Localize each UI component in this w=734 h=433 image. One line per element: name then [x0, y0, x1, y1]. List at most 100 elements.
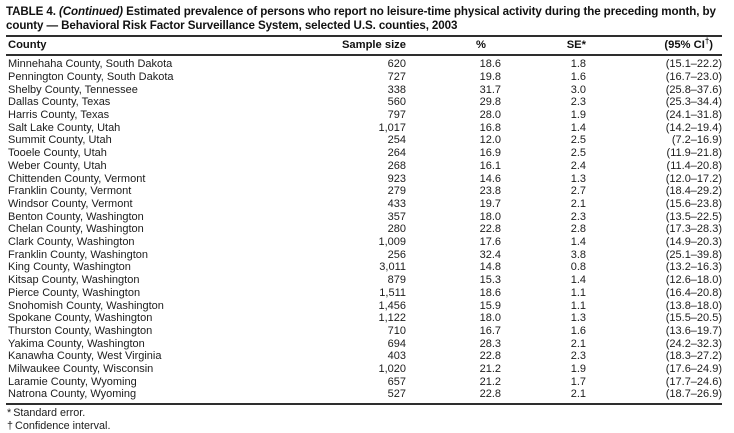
cell-ci: (12.0–17.2): [665, 172, 722, 185]
cell-se: 2.1: [570, 388, 586, 401]
cell-ci: (18.7–26.9): [665, 388, 722, 401]
cell-county: Laramie County, Wyoming: [8, 375, 137, 388]
cell-pct: 16.7: [479, 324, 501, 337]
cell-ci: (16.4–20.8): [665, 286, 722, 299]
cell-pct: 14.6: [479, 172, 501, 185]
cell-sample: 1,122: [378, 312, 406, 325]
table-row: Laramie County, Wyoming 657 21.2 1.7 (17.7–2…: [6, 376, 722, 389]
cell-sample: 254: [387, 134, 406, 147]
cell-ci: (25.3–34.4): [665, 96, 722, 109]
cell-sample: 923: [387, 172, 406, 185]
cell-se: 1.8: [570, 58, 586, 71]
cell-ci: (11.9–21.8): [666, 147, 722, 160]
cell-se: 2.1: [570, 337, 586, 350]
cell-pct: 23.8: [479, 185, 501, 198]
cell-se: 1.4: [570, 274, 586, 287]
prevalence-table: County Sample size% SE* (95% CI†) Minnehaha…: [6, 35, 722, 406]
cell-se: 1.7: [570, 375, 586, 388]
table-title: TABLE 4. (Continued) Estimated prevalenc…: [6, 5, 728, 32]
cell-sample: 268: [387, 159, 406, 172]
cell-sample: 560: [387, 96, 406, 109]
table-row: Milwaukee County, Wisconsin 1,020 21.2 1.9 (…: [6, 363, 722, 376]
cell-county: Minnehaha County, South Dakota: [8, 58, 173, 71]
cell-sample: 279: [387, 185, 406, 198]
cell-ci: (14.2–19.4): [665, 121, 722, 134]
cell-se: 1.4: [570, 236, 586, 249]
cell-sample: 3,011: [379, 261, 406, 274]
cell-sample: 710: [387, 324, 406, 337]
cell-sample: 657: [387, 375, 406, 388]
cell-se: 1.9: [570, 109, 586, 121]
cell-county: Pierce County, Washington: [8, 286, 141, 299]
table-row: Salt Lake County, Utah 1,017 16.8 1.4 (14.2–…: [6, 122, 722, 135]
cell-se: 3.8: [570, 248, 586, 261]
cell-ci: (25.8–37.6): [665, 83, 722, 96]
cell-sample: 879: [387, 274, 406, 287]
table-row: Franklin County, Washington 256 32.4 3.8 (25…: [6, 249, 722, 262]
column-header-county: County: [6, 36, 332, 57]
cell-county: Pennington County, South Dakota: [8, 70, 174, 83]
cell-se: 1.3: [570, 312, 586, 325]
cell-se: 1.3: [570, 172, 586, 185]
footnote-marker: *: [7, 407, 12, 420]
column-header-se: SE*: [501, 36, 586, 57]
table-row: Franklin County, Vermont 279 23.8 2.7 (18.4–…: [6, 185, 722, 198]
cell-pct: 18.0: [479, 210, 501, 223]
table-row: Kitsap County, Washington 879 15.3 1.4 (12.6…: [6, 274, 722, 287]
cell-se: 2.3: [570, 96, 586, 109]
cell-county: Clark County, Washington: [8, 236, 135, 249]
cell-se: 1.6: [570, 324, 586, 337]
cell-county: Benton County, Washington: [8, 210, 144, 223]
cell-county: Tooele County, Utah: [8, 147, 107, 160]
cell-pct: 15.3: [479, 274, 501, 287]
cell-pct: 21.2: [479, 363, 501, 376]
cell-se: 1.1: [570, 286, 586, 299]
table-row: Kanawha County, West Virginia 403 22.8 2.3 (…: [6, 350, 722, 363]
cell-se: 0.8: [570, 261, 586, 274]
cell-sample: 727: [387, 70, 406, 83]
cell-county: Kitsap County, Washington: [8, 274, 140, 287]
cell-pct: 16.1: [479, 159, 501, 172]
cell-pct: 18.0: [479, 312, 501, 325]
cell-ci: (7.2–16.9): [671, 134, 722, 147]
cell-county: Shelby County, Tennessee: [8, 83, 138, 96]
table-row: Clark County, Washington 1,009 17.6 1.4 (14.…: [6, 236, 722, 249]
footnote-marker: †: [7, 420, 14, 433]
table-row: Dallas County, Texas 560 29.8 2.3 (25.3–34.4…: [6, 96, 722, 109]
cell-pct: 28.0: [479, 109, 501, 121]
cell-ci: (12.6–18.0): [665, 274, 722, 287]
table-title-text: Estimated prevalence of persons who repo…: [6, 5, 716, 32]
cell-pct: 14.8: [479, 261, 501, 274]
cell-county: Natrona County, Wyoming: [8, 388, 137, 401]
cell-se: 2.4: [570, 159, 586, 172]
cell-se: 1.4: [570, 121, 586, 134]
cell-pct: 22.8: [479, 223, 501, 236]
cell-ci: (11.4–20.8): [666, 159, 722, 172]
cell-pct: 18.6: [479, 58, 501, 71]
cell-se: 2.5: [570, 134, 586, 147]
cell-pct: 17.6: [479, 236, 501, 249]
cell-pct: 31.7: [479, 83, 501, 96]
cell-se: 2.3: [570, 350, 586, 363]
cell-ci: (24.2–32.3): [665, 337, 722, 350]
cell-se: 2.5: [570, 147, 586, 160]
table-header-row: County Sample size% SE* (95% CI†): [6, 36, 722, 57]
cell-se: 3.0: [570, 83, 586, 96]
cell-pct: 16.9: [479, 147, 501, 160]
cell-pct: 15.9: [479, 299, 501, 312]
cell-sample: 403: [387, 350, 406, 363]
cell-se: 1.6: [570, 70, 586, 83]
cell-se: 1.1: [570, 299, 586, 312]
cell-sample: 527: [387, 388, 406, 401]
cell-pct: 18.6: [479, 286, 501, 299]
column-header-sample: Sample size: [332, 36, 406, 57]
table-row: Natrona County, Wyoming 527 22.8 2.1 (18.7–2…: [6, 388, 722, 404]
table-row: Chelan County, Washington 280 22.8 2.8 (17.3…: [6, 223, 722, 236]
table-row: Pennington County, South Dakota 727 19.8 1.…: [6, 71, 722, 84]
column-header-ci: (95% CI†): [586, 36, 722, 57]
cell-se: 1.9: [570, 363, 586, 376]
cell-ci: (15.5–20.5): [665, 312, 722, 325]
cell-ci: (14.9–20.3): [665, 236, 722, 249]
cell-county: Windsor County, Vermont: [8, 197, 133, 210]
